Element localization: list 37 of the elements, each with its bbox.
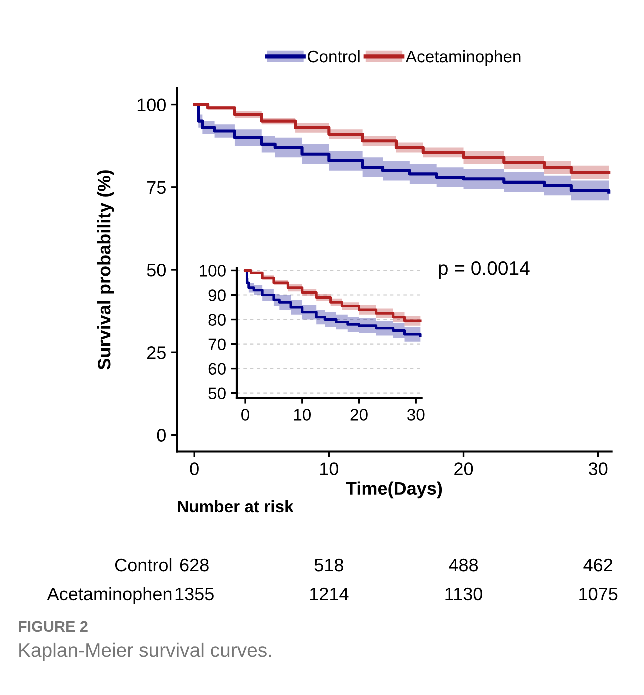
y-tick-label: 60 <box>208 363 226 376</box>
y-axis-title: Survival probability (%) <box>98 170 114 370</box>
y-tick-label: 70 <box>208 338 226 350</box>
data-label: 1130 <box>446 588 482 601</box>
data-label: 488 <box>449 558 478 572</box>
legend-label: Acetaminophen <box>406 50 521 66</box>
x-tick-label: 0 <box>242 409 250 421</box>
y-tick-label: 25 <box>148 346 166 360</box>
data-label: 518 <box>314 558 344 572</box>
y-tick-label: 50 <box>208 388 226 400</box>
annotation: p = 0.0014 <box>439 261 530 280</box>
data-label: 462 <box>584 558 612 572</box>
data-label: 1214 <box>310 588 349 600</box>
x-tick-label: 30 <box>588 462 608 476</box>
data-label: 1075 <box>580 588 618 601</box>
y-tick-label: 0 <box>157 429 166 442</box>
data-label: 628 <box>180 558 209 572</box>
x-tick-label: 0 <box>190 462 199 476</box>
x-tick-label: 10 <box>294 409 312 421</box>
text: Kaplan-Meier survival curves. <box>20 642 272 662</box>
x-axis-title: Time(Days) <box>346 482 442 499</box>
caption: FIGURE 2 <box>19 621 88 632</box>
data-label: 1355 <box>176 588 214 601</box>
y-tick-label: 100 <box>200 265 226 277</box>
y-tick-label: 50 <box>147 264 166 277</box>
x-tick-label: 20 <box>454 462 474 476</box>
y-tick-label: 100 <box>138 98 166 112</box>
x-tick-label: 10 <box>320 462 339 476</box>
x-tick-label: 20 <box>350 409 368 421</box>
y-tick-label: 90 <box>208 290 226 302</box>
legend-label: Control <box>308 50 360 63</box>
y-tick-label: 75 <box>148 182 166 194</box>
x-tick-label: 30 <box>408 409 425 421</box>
y-tick-label: Acetaminophen <box>47 587 172 604</box>
y-tick-label: 80 <box>208 314 226 326</box>
y-tick-label: Control <box>115 558 172 572</box>
chart-title: Number at risk <box>178 500 294 513</box>
